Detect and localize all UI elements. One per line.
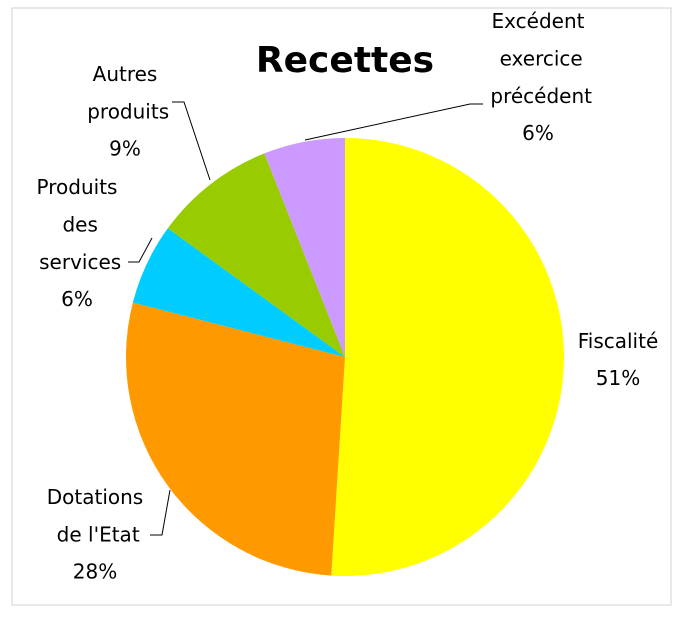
- pie-slice: [264, 138, 345, 357]
- pie-slice: [132, 228, 345, 357]
- leader-line: [150, 489, 171, 536]
- slice-label: Autres produits: [81, 62, 169, 124]
- leader-line: [128, 237, 153, 263]
- chart-title: Recettes: [256, 40, 434, 81]
- pie-slice: [126, 302, 345, 576]
- slice-value-label: 28%: [73, 560, 117, 584]
- slice-label: Excédent exercice précédent: [484, 9, 592, 108]
- pie-slice: [331, 138, 565, 577]
- slice-value-label: 6%: [61, 287, 93, 311]
- slice-value-label: 9%: [109, 137, 141, 161]
- leader-line: [304, 103, 483, 141]
- slice-value-label: 6%: [522, 121, 554, 145]
- chart-frame: [11, 7, 672, 606]
- slice-label: Fiscalité: [578, 329, 659, 353]
- slice-value-label: 51%: [596, 366, 640, 390]
- slice-label: Dotations de l'Etat: [47, 485, 143, 547]
- leader-line: [172, 101, 211, 181]
- slice-label: Produits des services: [33, 175, 121, 274]
- pie-slice: [167, 153, 345, 357]
